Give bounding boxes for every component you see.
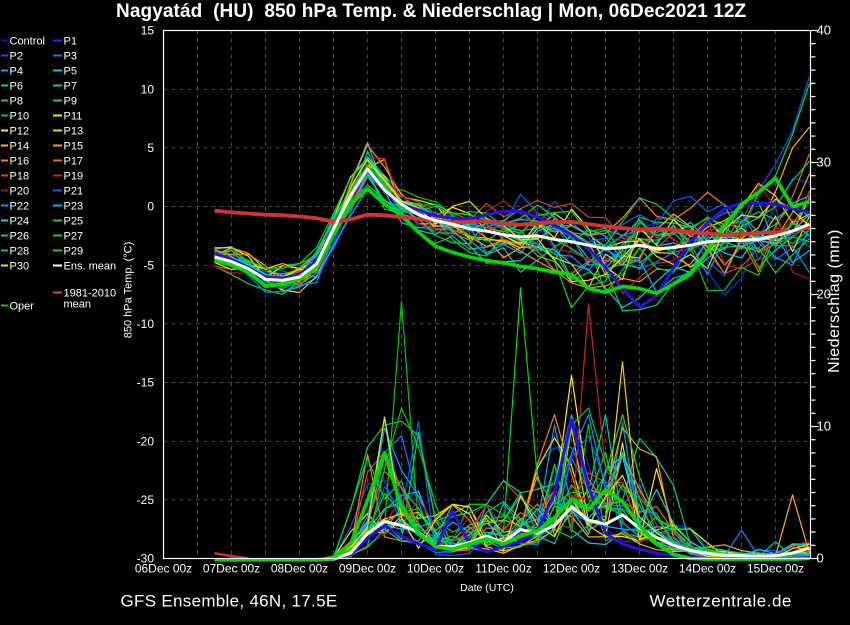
svg-text:08Dec 00z: 08Dec 00z	[271, 562, 328, 576]
svg-text:11Dec 00z: 11Dec 00z	[475, 562, 531, 576]
svg-text:10Dec 00z: 10Dec 00z	[407, 562, 464, 576]
svg-text:0: 0	[147, 200, 154, 214]
svg-text:-20: -20	[137, 434, 155, 448]
svg-text:P10: P10	[10, 110, 30, 122]
svg-text:P19: P19	[64, 170, 84, 182]
svg-text:P9: P9	[64, 95, 77, 107]
svg-text:-25: -25	[137, 493, 155, 507]
svg-text:30: 30	[817, 155, 831, 170]
svg-text:Date (UTC): Date (UTC)	[460, 582, 514, 594]
svg-text:P21: P21	[64, 185, 84, 197]
svg-text:P4: P4	[10, 65, 23, 77]
svg-text:12Dec 00z: 12Dec 00z	[543, 562, 600, 576]
svg-text:14Dec 00z: 14Dec 00z	[679, 562, 736, 576]
svg-text:1981-2010: 1981-2010	[64, 287, 117, 299]
svg-text:mean: mean	[64, 298, 92, 310]
svg-text:P25: P25	[64, 215, 84, 227]
svg-text:P16: P16	[10, 155, 30, 167]
svg-text:15: 15	[141, 24, 155, 38]
svg-text:P12: P12	[10, 125, 30, 137]
svg-text:P7: P7	[64, 80, 77, 92]
svg-text:15Dec 00z: 15Dec 00z	[747, 562, 804, 576]
svg-text:Ens. mean: Ens. mean	[64, 260, 117, 272]
svg-text:10: 10	[817, 419, 831, 434]
svg-text:Wetterzentrale.de: Wetterzentrale.de	[650, 592, 792, 611]
svg-text:40: 40	[817, 23, 831, 38]
svg-text:0: 0	[817, 551, 824, 566]
svg-text:850 hPa Temp. (°C): 850 hPa Temp. (°C)	[123, 242, 135, 339]
svg-text:P22: P22	[10, 200, 30, 212]
svg-text:P13: P13	[64, 125, 84, 137]
svg-text:P3: P3	[64, 50, 77, 62]
svg-text:P2: P2	[10, 50, 23, 62]
svg-text:P29: P29	[64, 245, 84, 257]
svg-text:P20: P20	[10, 185, 30, 197]
svg-text:-5: -5	[143, 258, 154, 272]
svg-text:13Dec 00z: 13Dec 00z	[611, 562, 668, 576]
svg-text:06Dec 00z: 06Dec 00z	[135, 562, 192, 576]
svg-text:P18: P18	[10, 170, 30, 182]
svg-text:5: 5	[147, 141, 154, 155]
svg-text:P14: P14	[10, 140, 30, 152]
svg-text:P11: P11	[64, 110, 83, 122]
svg-text:P26: P26	[10, 230, 30, 242]
svg-text:Nagyatád (HU) 850 hPa Temp.: Nagyatád (HU) 850 hPa Temp. & Niederschl…	[116, 1, 747, 22]
svg-text:P23: P23	[64, 200, 84, 212]
svg-text:07Dec 00z: 07Dec 00z	[203, 562, 260, 576]
svg-text:Niederschlag (mm): Niederschlag (mm)	[826, 229, 843, 373]
svg-text:09Dec 00z: 09Dec 00z	[339, 562, 396, 576]
svg-text:Oper: Oper	[10, 300, 35, 312]
svg-text:P8: P8	[10, 95, 23, 107]
svg-text:-30: -30	[137, 552, 155, 566]
svg-text:GFS Ensemble, 46N, 17.5E: GFS Ensemble, 46N, 17.5E	[121, 592, 338, 611]
svg-text:-15: -15	[137, 376, 155, 390]
svg-text:20: 20	[817, 287, 831, 302]
svg-text:P5: P5	[64, 65, 77, 77]
svg-text:P1: P1	[64, 35, 77, 47]
svg-text:-10: -10	[137, 317, 155, 331]
svg-text:10: 10	[141, 82, 155, 96]
svg-text:P24: P24	[10, 215, 30, 227]
svg-text:P30: P30	[10, 260, 30, 272]
svg-text:P15: P15	[64, 140, 84, 152]
svg-text:P28: P28	[10, 245, 30, 257]
svg-text:P27: P27	[64, 230, 84, 242]
svg-text:Control: Control	[10, 35, 45, 47]
svg-text:P17: P17	[64, 155, 84, 167]
svg-text:P6: P6	[10, 80, 23, 92]
